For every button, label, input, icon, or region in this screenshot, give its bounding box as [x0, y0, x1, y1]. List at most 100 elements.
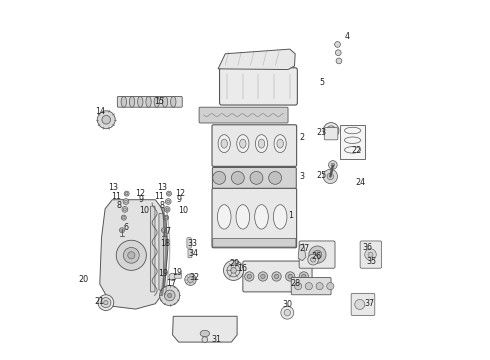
Circle shape — [223, 260, 244, 280]
FancyBboxPatch shape — [187, 238, 191, 248]
Circle shape — [164, 215, 169, 220]
Circle shape — [281, 306, 294, 319]
Circle shape — [101, 298, 111, 308]
Text: 17: 17 — [167, 279, 176, 288]
Circle shape — [258, 272, 268, 281]
Circle shape — [120, 228, 124, 233]
Text: 37: 37 — [365, 299, 375, 308]
Text: 19: 19 — [172, 268, 183, 277]
Circle shape — [166, 199, 171, 204]
FancyBboxPatch shape — [213, 238, 296, 247]
Circle shape — [188, 277, 194, 283]
Circle shape — [121, 229, 123, 231]
Ellipse shape — [277, 139, 283, 148]
Ellipse shape — [237, 135, 249, 153]
Circle shape — [122, 216, 125, 219]
Text: 15: 15 — [154, 97, 165, 106]
Text: 4: 4 — [344, 32, 350, 41]
Circle shape — [123, 208, 126, 211]
Circle shape — [123, 247, 139, 263]
Circle shape — [169, 273, 176, 280]
Ellipse shape — [221, 139, 227, 148]
Circle shape — [164, 290, 175, 301]
Ellipse shape — [171, 96, 176, 107]
Text: 28: 28 — [291, 279, 301, 288]
Text: 13: 13 — [157, 183, 168, 192]
Circle shape — [316, 283, 323, 290]
Circle shape — [168, 192, 170, 195]
Text: 1: 1 — [288, 211, 293, 220]
Circle shape — [284, 310, 291, 316]
Circle shape — [368, 252, 373, 257]
Circle shape — [168, 293, 172, 298]
FancyBboxPatch shape — [243, 261, 312, 292]
Circle shape — [97, 111, 115, 129]
Ellipse shape — [258, 139, 265, 148]
Ellipse shape — [121, 96, 126, 107]
Ellipse shape — [255, 135, 268, 153]
Circle shape — [163, 229, 165, 231]
Ellipse shape — [274, 135, 286, 153]
Circle shape — [299, 272, 309, 281]
Text: 7: 7 — [165, 228, 171, 237]
Text: 16: 16 — [237, 265, 247, 274]
Text: 25: 25 — [316, 171, 326, 180]
FancyBboxPatch shape — [324, 128, 338, 140]
Text: 30: 30 — [282, 300, 293, 309]
Text: 33: 33 — [187, 239, 197, 248]
Text: 23: 23 — [316, 128, 326, 137]
Ellipse shape — [255, 205, 269, 229]
Circle shape — [313, 250, 322, 259]
Text: 36: 36 — [363, 243, 372, 252]
Ellipse shape — [236, 205, 250, 229]
Text: 11: 11 — [155, 192, 165, 201]
Text: 10: 10 — [139, 206, 149, 215]
Ellipse shape — [240, 139, 246, 148]
Text: 31: 31 — [211, 335, 221, 344]
Ellipse shape — [200, 330, 210, 337]
Text: 32: 32 — [190, 273, 200, 282]
Circle shape — [167, 200, 170, 203]
Text: 6: 6 — [123, 223, 128, 232]
Text: 29: 29 — [230, 259, 240, 268]
Circle shape — [323, 169, 338, 184]
FancyBboxPatch shape — [299, 241, 335, 268]
FancyBboxPatch shape — [212, 188, 296, 248]
Circle shape — [167, 191, 172, 196]
Bar — [341, 125, 365, 159]
Ellipse shape — [213, 171, 225, 184]
Text: 20: 20 — [78, 275, 89, 284]
FancyBboxPatch shape — [212, 125, 296, 166]
FancyBboxPatch shape — [150, 206, 155, 292]
Text: 8: 8 — [116, 201, 121, 210]
Circle shape — [102, 116, 111, 124]
Circle shape — [161, 228, 167, 233]
Circle shape — [202, 337, 208, 342]
Ellipse shape — [154, 96, 159, 107]
Circle shape — [245, 272, 254, 281]
Ellipse shape — [218, 135, 230, 153]
Text: 9: 9 — [139, 195, 144, 204]
Polygon shape — [298, 244, 306, 261]
Polygon shape — [172, 316, 237, 342]
Text: 12: 12 — [135, 189, 145, 198]
Circle shape — [305, 283, 313, 290]
Circle shape — [326, 126, 336, 135]
Circle shape — [286, 272, 295, 281]
Text: 35: 35 — [366, 257, 376, 266]
Text: 11: 11 — [112, 192, 122, 201]
Circle shape — [116, 240, 147, 270]
Circle shape — [308, 254, 319, 265]
Text: 10: 10 — [178, 206, 188, 215]
Circle shape — [309, 246, 326, 263]
Text: 21: 21 — [95, 297, 105, 306]
Circle shape — [247, 274, 251, 279]
Circle shape — [164, 207, 170, 212]
Text: 2: 2 — [300, 133, 305, 142]
Circle shape — [123, 199, 129, 204]
Circle shape — [302, 274, 306, 279]
Circle shape — [335, 50, 341, 55]
Text: 13: 13 — [108, 183, 118, 192]
FancyBboxPatch shape — [117, 96, 182, 107]
Polygon shape — [100, 200, 168, 309]
